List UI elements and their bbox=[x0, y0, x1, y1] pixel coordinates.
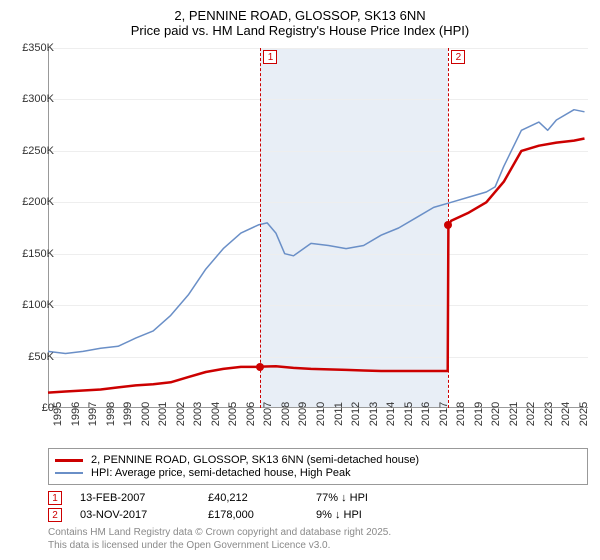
title-address: 2, PENNINE ROAD, GLOSSOP, SK13 6NN bbox=[0, 8, 600, 23]
legend-footer: 2, PENNINE ROAD, GLOSSOP, SK13 6NN (semi… bbox=[48, 448, 588, 552]
y-tick-label: £200K bbox=[22, 196, 54, 208]
series-line-hpi bbox=[48, 110, 585, 354]
event-badge: 1 bbox=[48, 491, 62, 505]
chart-area: 12 bbox=[48, 48, 588, 408]
x-tick-label: 2007 bbox=[262, 402, 274, 426]
y-tick-label: £50K bbox=[28, 351, 54, 363]
x-tick-label: 2003 bbox=[192, 402, 204, 426]
x-tick-label: 2025 bbox=[578, 402, 590, 426]
y-tick-label: £250K bbox=[22, 145, 54, 157]
x-tick-label: 2019 bbox=[473, 402, 485, 426]
title-block: 2, PENNINE ROAD, GLOSSOP, SK13 6NN Price… bbox=[0, 0, 600, 42]
legend-label: 2, PENNINE ROAD, GLOSSOP, SK13 6NN (semi… bbox=[91, 454, 419, 466]
event-badge: 2 bbox=[48, 508, 62, 522]
legend-box: 2, PENNINE ROAD, GLOSSOP, SK13 6NN (semi… bbox=[48, 448, 588, 485]
plot-svg bbox=[48, 48, 588, 408]
x-tick-label: 2024 bbox=[560, 402, 572, 426]
event-delta: 77% ↓ HPI bbox=[316, 492, 426, 504]
legend-swatch bbox=[55, 459, 83, 462]
legend-row: 2, PENNINE ROAD, GLOSSOP, SK13 6NN (semi… bbox=[55, 454, 581, 466]
x-tick-label: 2001 bbox=[157, 402, 169, 426]
series-line-price_paid bbox=[48, 139, 585, 393]
x-tick-label: 2016 bbox=[420, 402, 432, 426]
x-tick-label: 1995 bbox=[52, 402, 64, 426]
y-tick-label: £100K bbox=[22, 299, 54, 311]
event-row: 1 13-FEB-2007 £40,212 77% ↓ HPI bbox=[48, 491, 588, 505]
y-tick-label: £350K bbox=[22, 42, 54, 54]
chart-container: 2, PENNINE ROAD, GLOSSOP, SK13 6NN Price… bbox=[0, 0, 600, 560]
x-tick-label: 2009 bbox=[297, 402, 309, 426]
x-tick-label: 2011 bbox=[333, 402, 345, 426]
x-tick-label: 1998 bbox=[105, 402, 117, 426]
x-tick-label: 1999 bbox=[122, 402, 134, 426]
x-tick-label: 2002 bbox=[175, 402, 187, 426]
price-marker-dot bbox=[256, 363, 264, 371]
attribution-line: Contains HM Land Registry data © Crown c… bbox=[48, 526, 588, 539]
legend-row: HPI: Average price, semi-detached house,… bbox=[55, 467, 581, 479]
y-tick-label: £150K bbox=[22, 248, 54, 260]
x-tick-label: 2017 bbox=[438, 402, 450, 426]
x-tick-label: 2018 bbox=[455, 402, 467, 426]
events-table: 1 13-FEB-2007 £40,212 77% ↓ HPI 2 03-NOV… bbox=[48, 491, 588, 522]
x-tick-label: 2013 bbox=[368, 402, 380, 426]
legend-swatch bbox=[55, 472, 83, 474]
x-tick-label: 2010 bbox=[315, 402, 327, 426]
x-tick-label: 2014 bbox=[385, 402, 397, 426]
x-tick-label: 2004 bbox=[210, 402, 222, 426]
attribution-line: This data is licensed under the Open Gov… bbox=[48, 539, 588, 552]
event-date: 13-FEB-2007 bbox=[80, 492, 190, 504]
x-tick-label: 2012 bbox=[350, 402, 362, 426]
price-marker-dot bbox=[444, 221, 452, 229]
x-tick-label: 2023 bbox=[543, 402, 555, 426]
legend-label: HPI: Average price, semi-detached house,… bbox=[91, 467, 351, 479]
event-marker-badge: 1 bbox=[263, 50, 277, 64]
event-row: 2 03-NOV-2017 £178,000 9% ↓ HPI bbox=[48, 508, 588, 522]
event-price: £178,000 bbox=[208, 509, 298, 521]
y-tick-label: £300K bbox=[22, 93, 54, 105]
event-delta: 9% ↓ HPI bbox=[316, 509, 426, 521]
x-tick-label: 2000 bbox=[140, 402, 152, 426]
event-marker-badge: 2 bbox=[451, 50, 465, 64]
x-tick-label: 2005 bbox=[227, 402, 239, 426]
event-marker-line bbox=[260, 48, 261, 408]
x-tick-label: 2008 bbox=[280, 402, 292, 426]
x-tick-label: 2020 bbox=[490, 402, 502, 426]
x-tick-label: 1997 bbox=[87, 402, 99, 426]
x-tick-label: 2022 bbox=[525, 402, 537, 426]
attribution: Contains HM Land Registry data © Crown c… bbox=[48, 526, 588, 552]
x-tick-label: 1996 bbox=[70, 402, 82, 426]
x-tick-label: 2015 bbox=[403, 402, 415, 426]
x-tick-label: 2006 bbox=[245, 402, 257, 426]
title-subtitle: Price paid vs. HM Land Registry's House … bbox=[0, 23, 600, 38]
event-date: 03-NOV-2017 bbox=[80, 509, 190, 521]
x-tick-label: 2021 bbox=[508, 402, 520, 426]
event-price: £40,212 bbox=[208, 492, 298, 504]
